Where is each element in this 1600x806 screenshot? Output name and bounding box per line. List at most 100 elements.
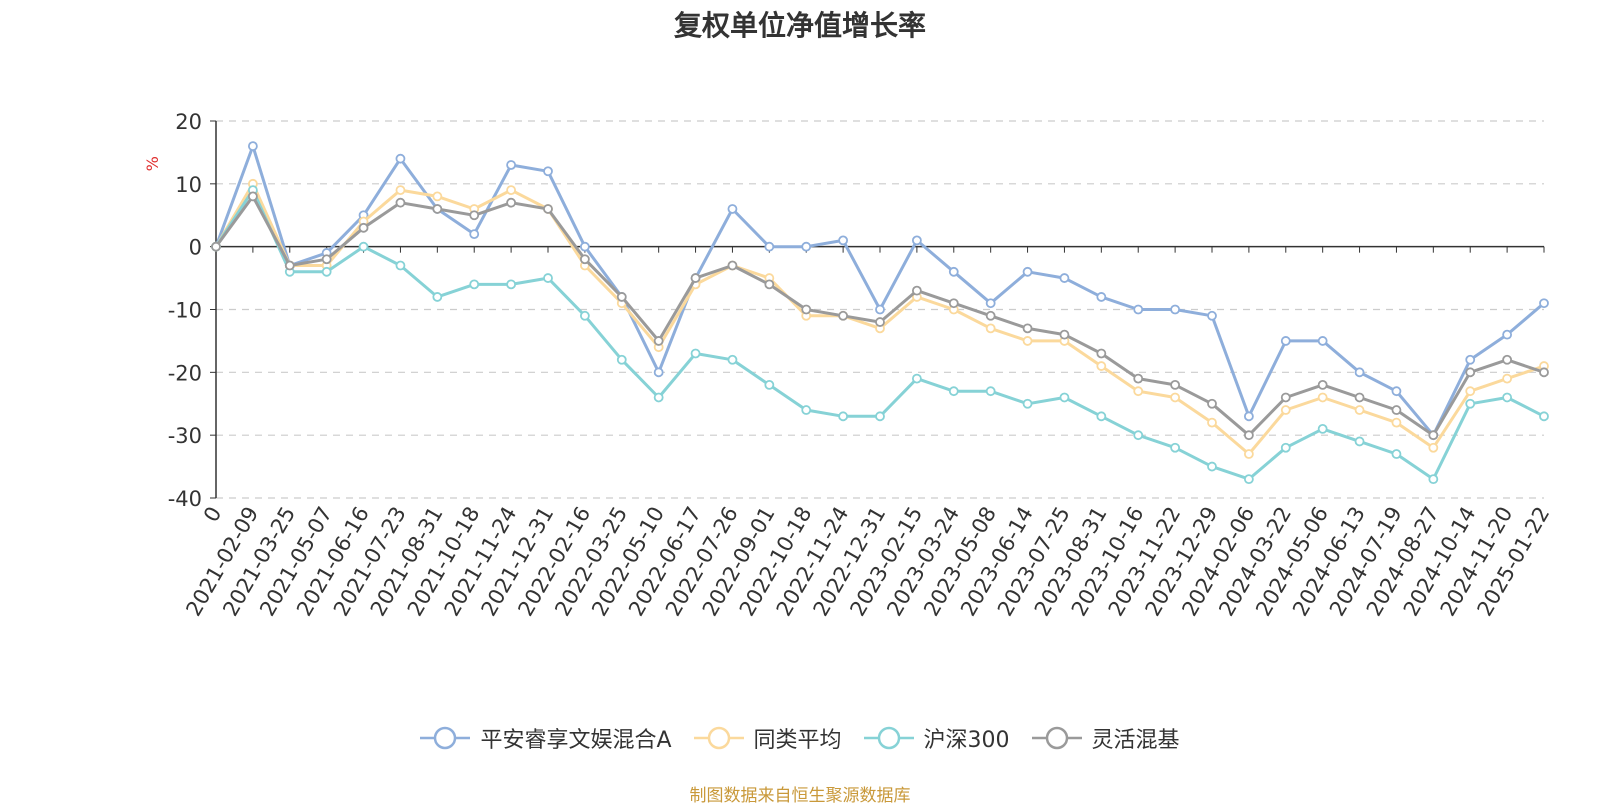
legend-item-3[interactable]: 沪深300	[863, 722, 1010, 754]
data-point	[1465, 354, 1476, 365]
y-tick-label: 10	[175, 173, 202, 197]
data-point	[358, 241, 369, 252]
data-point	[985, 323, 996, 334]
legend-item-2[interactable]: 同类平均	[693, 722, 842, 754]
data-point	[838, 235, 849, 246]
legend-marker-icon	[420, 726, 471, 750]
data-point	[1391, 417, 1402, 428]
data-point	[1428, 442, 1439, 453]
data-point	[469, 279, 480, 290]
data-point	[432, 191, 443, 202]
data-point	[1207, 310, 1217, 321]
data-point	[985, 386, 996, 397]
data-point	[469, 229, 480, 240]
legend-item-4[interactable]: 灵活混基	[1031, 722, 1180, 754]
data-point	[1096, 292, 1107, 302]
y-tick-label: 20	[175, 110, 202, 134]
data-point	[1170, 304, 1181, 315]
data-point	[1465, 386, 1476, 397]
data-point	[1391, 405, 1402, 415]
data-point	[1207, 417, 1217, 428]
data-point	[1502, 392, 1513, 403]
data-point	[1022, 398, 1033, 409]
data-point	[1280, 392, 1291, 403]
data-point	[764, 379, 775, 390]
y-tick-label: -40	[168, 487, 202, 511]
data-point	[801, 304, 812, 315]
data-point	[1096, 348, 1107, 359]
data-point	[506, 160, 517, 170]
legend-label: 平安睿享文娱混合A	[480, 728, 672, 753]
data-point	[1317, 423, 1328, 434]
data-point	[764, 241, 775, 252]
data-point	[653, 392, 664, 403]
data-point	[1502, 354, 1513, 365]
data-point	[1243, 430, 1254, 441]
data-point	[948, 298, 959, 309]
data-point	[875, 411, 885, 422]
data-point	[1059, 392, 1070, 403]
data-point	[985, 310, 996, 321]
data-point	[506, 185, 517, 196]
x-tick-label: 0	[199, 503, 226, 527]
data-point	[579, 241, 590, 252]
data-point	[616, 292, 627, 302]
data-point	[948, 386, 959, 397]
data-point	[432, 292, 443, 302]
data-point	[1317, 336, 1328, 346]
data-point	[801, 241, 812, 252]
data-point	[911, 235, 922, 246]
data-point	[616, 354, 627, 365]
data-point	[1243, 411, 1254, 422]
data-point	[1502, 329, 1513, 340]
data-point	[1059, 273, 1070, 283]
data-point	[1059, 329, 1070, 340]
data-point	[247, 191, 258, 202]
y-tick-label: -10	[168, 299, 202, 323]
data-point	[1133, 430, 1144, 441]
legend-marker-icon	[1031, 726, 1082, 750]
data-point	[838, 411, 849, 422]
data-point	[1539, 411, 1549, 422]
data-point	[1096, 411, 1107, 422]
data-point	[543, 273, 553, 283]
data-point	[690, 273, 701, 283]
data-point	[1539, 298, 1549, 309]
data-point	[1465, 398, 1476, 409]
data-point	[1243, 449, 1254, 459]
data-point	[469, 210, 480, 221]
data-point	[1391, 386, 1402, 397]
data-point	[1133, 373, 1144, 384]
data-point	[727, 204, 738, 214]
data-point	[579, 310, 590, 321]
data-point	[432, 204, 443, 214]
data-point	[321, 266, 332, 277]
data-point	[395, 153, 406, 164]
data-point	[1207, 398, 1217, 409]
data-point	[1133, 304, 1144, 315]
data-point	[875, 317, 885, 327]
chart-legend: 平安睿享文娱混合A 同类平均 沪深300 灵活混基	[0, 722, 1600, 754]
data-point	[653, 336, 664, 346]
data-point	[948, 266, 959, 277]
data-point	[1280, 336, 1291, 346]
data-point	[211, 241, 221, 252]
data-point	[1428, 430, 1439, 441]
data-point	[1280, 442, 1291, 453]
data-point	[321, 254, 332, 265]
data-point	[1022, 266, 1033, 277]
y-tick-label: -20	[168, 361, 202, 385]
data-point	[985, 298, 996, 309]
data-point	[1502, 373, 1513, 384]
data-point	[543, 204, 553, 214]
legend-item-1[interactable]: 平安睿享文娱混合A	[420, 722, 672, 754]
data-point	[1133, 386, 1144, 397]
y-tick-label: -30	[168, 424, 202, 448]
legend-label: 同类平均	[753, 728, 842, 753]
data-point	[395, 185, 406, 196]
data-point	[506, 197, 517, 208]
data-point	[1317, 379, 1328, 390]
series-line	[214, 194, 1545, 437]
